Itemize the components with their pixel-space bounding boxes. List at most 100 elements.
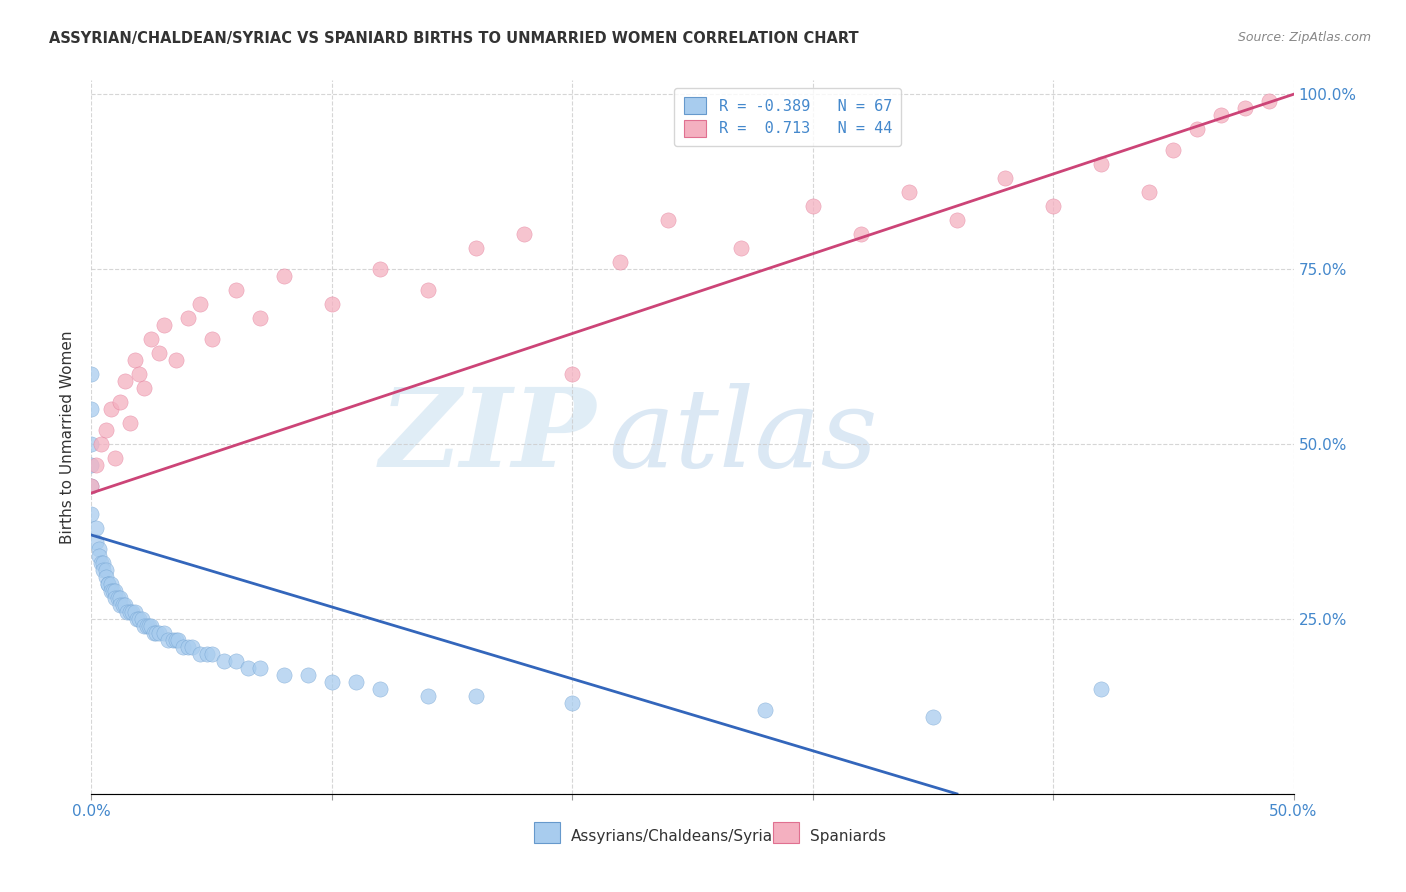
Point bbox=[104, 591, 127, 605]
Point bbox=[101, 584, 124, 599]
Point bbox=[110, 395, 132, 409]
Point bbox=[87, 549, 110, 563]
Point bbox=[87, 541, 110, 556]
Point bbox=[94, 563, 117, 577]
Text: Spaniards: Spaniards bbox=[810, 830, 886, 844]
Point bbox=[90, 437, 112, 451]
Point bbox=[148, 626, 170, 640]
Point bbox=[134, 381, 156, 395]
Point bbox=[134, 619, 156, 633]
Point bbox=[80, 458, 103, 472]
Point bbox=[110, 598, 132, 612]
Point bbox=[561, 367, 583, 381]
Point bbox=[84, 535, 107, 549]
Text: atlas: atlas bbox=[609, 384, 877, 491]
Point bbox=[80, 367, 103, 381]
Point bbox=[118, 605, 141, 619]
Point bbox=[465, 241, 488, 255]
Point bbox=[135, 619, 157, 633]
Point bbox=[94, 570, 117, 584]
Point bbox=[994, 171, 1017, 186]
Point bbox=[162, 632, 184, 647]
Point bbox=[321, 297, 343, 311]
Point bbox=[104, 451, 127, 466]
Point bbox=[104, 584, 127, 599]
Point bbox=[141, 619, 163, 633]
Point bbox=[368, 262, 391, 277]
Y-axis label: Births to Unmarried Women: Births to Unmarried Women bbox=[60, 330, 76, 544]
Point bbox=[80, 402, 103, 417]
Point bbox=[152, 318, 174, 333]
Point bbox=[80, 507, 103, 521]
Point bbox=[225, 654, 247, 668]
Point bbox=[114, 598, 136, 612]
Point bbox=[754, 703, 776, 717]
Point bbox=[321, 675, 343, 690]
Point bbox=[100, 402, 122, 417]
Point bbox=[195, 647, 218, 661]
Point bbox=[142, 626, 165, 640]
Point bbox=[609, 255, 631, 269]
Point bbox=[897, 185, 920, 199]
Point bbox=[128, 367, 150, 381]
Point bbox=[117, 605, 139, 619]
Point bbox=[176, 311, 198, 326]
Point bbox=[121, 605, 143, 619]
Point bbox=[93, 556, 115, 570]
Point bbox=[165, 353, 187, 368]
Point bbox=[80, 437, 103, 451]
Point bbox=[225, 283, 247, 297]
Point bbox=[152, 626, 174, 640]
Point bbox=[80, 479, 103, 493]
Point bbox=[176, 640, 198, 654]
Point bbox=[730, 241, 752, 255]
Point bbox=[297, 668, 319, 682]
Point bbox=[416, 689, 439, 703]
Point bbox=[946, 213, 969, 227]
Point bbox=[849, 227, 872, 242]
Point bbox=[157, 632, 180, 647]
Point bbox=[249, 661, 271, 675]
Legend: R = -0.389   N = 67, R =  0.713   N = 44: R = -0.389 N = 67, R = 0.713 N = 44 bbox=[675, 88, 901, 145]
Point bbox=[131, 612, 153, 626]
Point bbox=[90, 556, 112, 570]
Point bbox=[249, 311, 271, 326]
Point bbox=[141, 332, 163, 346]
Point bbox=[273, 668, 295, 682]
Point bbox=[513, 227, 536, 242]
Point bbox=[80, 479, 103, 493]
Text: ZIP: ZIP bbox=[380, 384, 596, 491]
Point bbox=[148, 346, 170, 360]
Text: Source: ZipAtlas.com: Source: ZipAtlas.com bbox=[1237, 31, 1371, 45]
Point bbox=[124, 605, 146, 619]
Point bbox=[657, 213, 679, 227]
Point bbox=[138, 619, 160, 633]
Point bbox=[922, 710, 945, 724]
Point bbox=[125, 612, 148, 626]
Point bbox=[181, 640, 204, 654]
Point bbox=[97, 577, 120, 591]
Point bbox=[801, 199, 824, 213]
Point bbox=[1234, 101, 1257, 115]
Point bbox=[344, 675, 367, 690]
Point bbox=[110, 591, 132, 605]
Point bbox=[100, 584, 122, 599]
Text: ASSYRIAN/CHALDEAN/SYRIAC VS SPANIARD BIRTHS TO UNMARRIED WOMEN CORRELATION CHART: ASSYRIAN/CHALDEAN/SYRIAC VS SPANIARD BIR… bbox=[49, 31, 859, 46]
Point bbox=[201, 332, 224, 346]
Point bbox=[172, 640, 194, 654]
Point bbox=[368, 681, 391, 696]
Point bbox=[1258, 95, 1281, 109]
Point bbox=[1090, 157, 1112, 171]
Point bbox=[465, 689, 488, 703]
Point bbox=[114, 374, 136, 388]
Point bbox=[84, 521, 107, 535]
Point bbox=[1042, 199, 1064, 213]
Point bbox=[93, 563, 115, 577]
Point bbox=[97, 577, 120, 591]
Point bbox=[201, 647, 224, 661]
Point bbox=[188, 647, 211, 661]
Point bbox=[236, 661, 259, 675]
Point bbox=[165, 632, 187, 647]
Point bbox=[124, 353, 146, 368]
Point bbox=[416, 283, 439, 297]
